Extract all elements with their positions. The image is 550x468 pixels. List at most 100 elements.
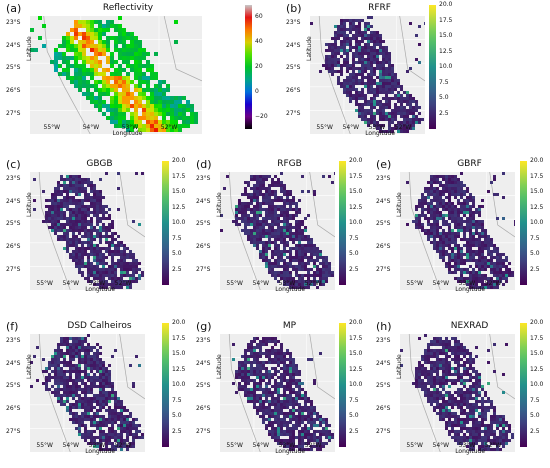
x-axis-title: Longitude [365, 130, 396, 137]
colorbar [162, 161, 169, 285]
colorbar [339, 323, 346, 447]
colorbar-tick: 15.0 [172, 188, 186, 195]
panel-label: (e) [376, 158, 392, 171]
x-axis-title: Longitude [275, 448, 306, 455]
colorbar-tick: 2.5 [172, 265, 182, 273]
colorbar-tick: 5.0 [530, 412, 540, 419]
colorbar-tick: 17.5 [530, 334, 544, 342]
colorbar-tick: 15.0 [439, 32, 453, 39]
colorbar-tick: 7.5 [172, 234, 182, 242]
lon-tick: 54°W [432, 280, 450, 287]
lon-tick: 53°W [278, 442, 296, 449]
panel-title: Reflectivity [102, 3, 154, 13]
colorbar-tick: 20.0 [172, 319, 186, 326]
map-area [310, 16, 425, 134]
panel-label: (d) [196, 158, 212, 171]
y-axis-title: Latitude [306, 36, 313, 61]
colorbar-tick: 10.0 [530, 219, 544, 226]
lon-tick: 54°W [342, 124, 360, 131]
map-area [400, 334, 515, 452]
y-axis-title: Latitude [216, 192, 223, 217]
colorbar-tick: 2.5 [172, 427, 182, 435]
lon-tick: 53°W [458, 280, 476, 287]
colorbar-tick: 17.5 [172, 334, 186, 342]
radar-field [30, 16, 202, 134]
panel-label: (a) [6, 2, 22, 15]
lon-tick: 52°W [484, 442, 502, 449]
colorbar [339, 161, 346, 285]
y-axis-title: Latitude [396, 354, 403, 379]
colorbar-tick: 12.5 [349, 203, 363, 211]
radar-field [220, 334, 335, 452]
colorbar-tick: 2.5 [349, 427, 359, 435]
lon-tick: 53°W [88, 280, 106, 287]
colorbar-tick: 12.5 [349, 365, 363, 373]
x-axis-title: Longitude [85, 286, 116, 293]
radar-field [310, 16, 425, 134]
lon-tick: 52°W [484, 280, 502, 287]
lon-tick: 52°W [114, 280, 132, 287]
colorbar-tick: 15.0 [349, 350, 363, 357]
colorbar-tick: 15.0 [349, 188, 363, 195]
colorbar-tick: 7.5 [439, 78, 449, 86]
colorbar-tick: 7.5 [349, 396, 359, 404]
y-axis-title: Latitude [26, 192, 33, 217]
colorbar-tick: 12.5 [172, 365, 186, 373]
lon-tick: 52°W [304, 280, 322, 287]
colorbar-tick: 10.0 [439, 63, 453, 70]
y-axis-title: Latitude [216, 354, 223, 379]
colorbar [520, 161, 527, 285]
colorbar-tick: 10.0 [530, 381, 544, 388]
colorbar-tick: 2.5 [530, 265, 540, 273]
lon-tick: 52°W [160, 124, 178, 131]
colorbar-tick: 12.5 [172, 203, 186, 211]
colorbar [245, 5, 252, 129]
colorbar-tick: 17.5 [349, 334, 363, 342]
x-axis-title: Longitude [112, 130, 143, 137]
radar-field [220, 172, 335, 290]
colorbar [162, 323, 169, 447]
panel-label: (c) [6, 158, 21, 171]
lon-tick: 55°W [43, 124, 61, 131]
colorbar-tick: 20.0 [172, 157, 186, 164]
colorbar-tick: 20 [255, 63, 263, 70]
lon-tick: 53°W [278, 280, 296, 287]
x-axis-title: Longitude [455, 286, 486, 293]
colorbar-tick: 7.5 [349, 234, 359, 242]
colorbar-tick: 17.5 [349, 172, 363, 180]
colorbar-tick: 2.5 [439, 109, 449, 117]
lon-tick: 53°W [121, 124, 139, 131]
panel-label: (h) [376, 320, 392, 333]
map-area [220, 334, 335, 452]
radar-field [400, 334, 515, 452]
colorbar-tick: 17.5 [172, 172, 186, 180]
panel-title: MP [282, 321, 297, 331]
colorbar-tick: 5.0 [172, 412, 182, 419]
colorbar-tick: 0 [255, 87, 259, 95]
radar-field [30, 172, 145, 290]
colorbar-tick: −20 [255, 112, 268, 120]
map-area [30, 16, 202, 134]
lon-tick: 55°W [226, 280, 243, 287]
colorbar-tick: 17.5 [530, 172, 544, 180]
colorbar-tick: 12.5 [439, 47, 453, 55]
panel-title: NEXRAD [450, 321, 489, 331]
y-axis-title: Latitude [396, 192, 403, 217]
radar-field [400, 172, 515, 290]
colorbar-tick: 5.0 [349, 412, 359, 419]
colorbar-tick: 15.0 [530, 350, 544, 357]
x-axis-title: Longitude [85, 448, 116, 455]
colorbar-tick: 40 [255, 38, 263, 46]
colorbar-tick: 17.5 [439, 16, 453, 24]
map-area [400, 172, 515, 290]
colorbar-tick: 20.0 [439, 1, 453, 8]
panel-title: GBRF [457, 159, 482, 169]
panel-title: GBGB [86, 159, 113, 169]
lon-tick: 54°W [62, 280, 80, 287]
lon-tick: 54°W [62, 442, 80, 449]
radar-field [30, 334, 145, 452]
boundary-line [38, 172, 145, 290]
lon-tick: 54°W [82, 124, 100, 131]
x-axis-title: Longitude [275, 286, 306, 293]
colorbar-tick: 20.0 [530, 157, 544, 164]
